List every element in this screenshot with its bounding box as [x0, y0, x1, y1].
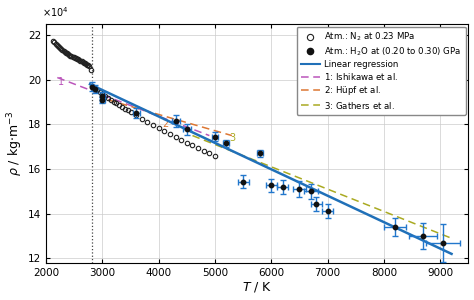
Text: $\mathit{1}$: $\mathit{1}$	[57, 75, 64, 87]
X-axis label: $T$ / K: $T$ / K	[242, 280, 273, 294]
Legend: Atm.: N$_2$ at 0.23 MPa, Atm.: H$_2$O at (0.20 to 0.30) GPa, Linear regression, : Atm.: N$_2$ at 0.23 MPa, Atm.: H$_2$O at…	[297, 27, 466, 115]
Y-axis label: $\rho$ / kg$\cdot$m$^{-3}$: $\rho$ / kg$\cdot$m$^{-3}$	[6, 110, 25, 176]
Text: $\times10^4$: $\times10^4$	[42, 5, 68, 19]
Text: $\mathit{3}$: $\mathit{3}$	[229, 131, 237, 143]
Text: $\mathit{2}$: $\mathit{2}$	[162, 117, 169, 129]
